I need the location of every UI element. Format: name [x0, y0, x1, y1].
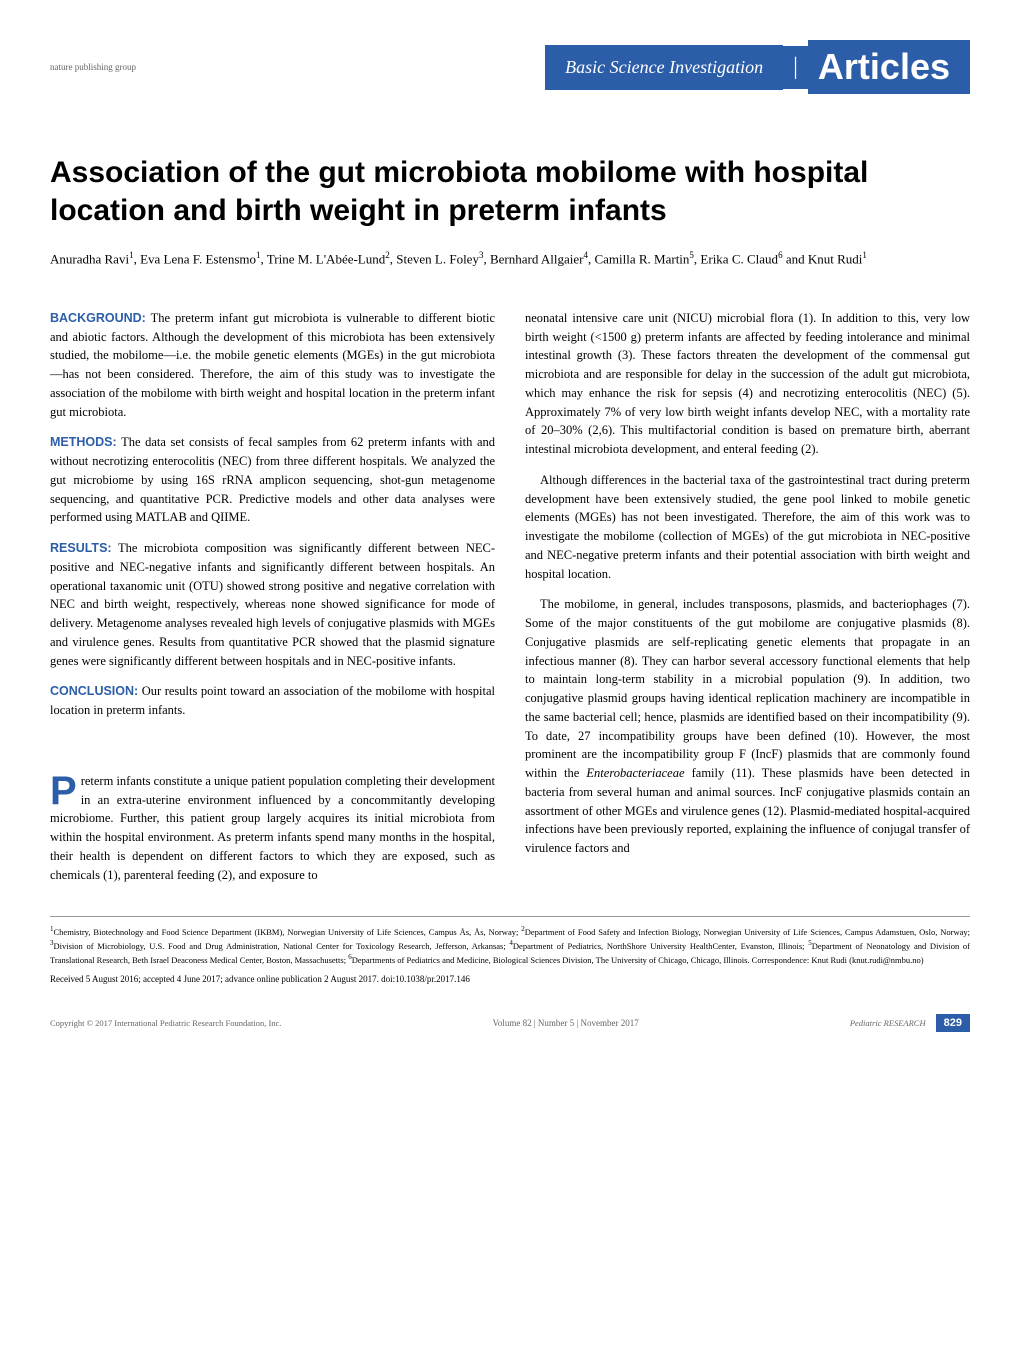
conclusion-heading: CONCLUSION:	[50, 684, 138, 698]
spacer	[50, 732, 495, 772]
body-paragraph-2: Although differences in the bacterial ta…	[525, 471, 970, 584]
volume-info: Volume 82 | Number 5 | November 2017	[493, 1018, 639, 1028]
header-divider: |	[783, 46, 808, 89]
section-label: Basic Science Investigation	[545, 45, 783, 90]
results-heading: RESULTS:	[50, 541, 112, 555]
intro-paragraph: Preterm infants constitute a unique pati…	[50, 772, 495, 885]
page-footer: Copyright © 2017 International Pediatric…	[50, 1014, 970, 1032]
left-column: BACKGROUND: The preterm infant gut micro…	[50, 309, 495, 897]
dropcap-p: P	[50, 774, 77, 808]
methods-heading: METHODS:	[50, 435, 117, 449]
two-column-layout: BACKGROUND: The preterm infant gut micro…	[50, 309, 970, 897]
results-text: The microbiota composition was significa…	[50, 541, 495, 668]
right-column: neonatal intensive care unit (NICU) micr…	[525, 309, 970, 897]
body-paragraph-1: neonatal intensive care unit (NICU) micr…	[525, 309, 970, 459]
journal-name: Pediatric RESEARCH	[850, 1018, 926, 1028]
header-bar: nature publishing group Basic Science In…	[50, 40, 970, 94]
abstract-conclusion: CONCLUSION: Our results point toward an …	[50, 682, 495, 720]
abstract-background: BACKGROUND: The preterm infant gut micro…	[50, 309, 495, 422]
abstract-methods: METHODS: The data set consists of fecal …	[50, 433, 495, 527]
footer-right: Pediatric RESEARCH 829	[850, 1014, 970, 1032]
articles-label: Articles	[808, 40, 970, 94]
intro-text: reterm infants constitute a unique patie…	[50, 774, 495, 882]
received-date: Received 5 August 2016; accepted 4 June …	[50, 974, 970, 984]
methods-text: The data set consists of fecal samples f…	[50, 435, 495, 524]
publishing-group-label: nature publishing group	[50, 62, 136, 72]
header-right: Basic Science Investigation | Articles	[545, 40, 970, 94]
authors-list: Anuradha Ravi1, Eva Lena F. Estensmo1, T…	[50, 249, 970, 269]
copyright-text: Copyright © 2017 International Pediatric…	[50, 1018, 281, 1028]
background-heading: BACKGROUND:	[50, 311, 146, 325]
article-title: Association of the gut microbiota mobilo…	[50, 154, 970, 229]
page-number: 829	[936, 1014, 970, 1032]
body-paragraph-3: The mobilome, in general, includes trans…	[525, 595, 970, 858]
abstract-results: RESULTS: The microbiota composition was …	[50, 539, 495, 670]
background-text: The preterm infant gut microbiota is vul…	[50, 311, 495, 419]
affiliations: 1Chemistry, Biotechnology and Food Scien…	[50, 916, 970, 966]
